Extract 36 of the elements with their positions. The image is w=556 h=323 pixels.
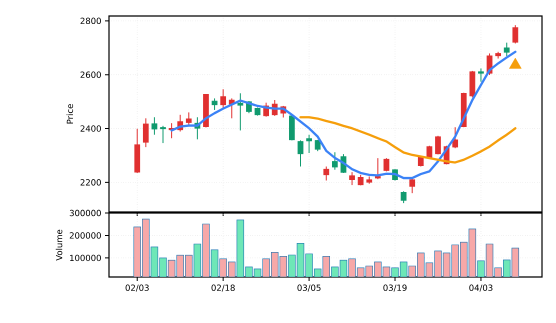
candlestick [306, 134, 312, 154]
x-tick-label: 03/05 [297, 284, 321, 292]
candlestick [358, 174, 364, 186]
y-tick-label: 2800 [80, 18, 101, 24]
y-tick-label: 200000 [70, 232, 101, 239]
candlestick [220, 88, 226, 109]
y-tick-label: 2600 [80, 71, 101, 78]
y-axis-title: Volume [56, 230, 62, 261]
x-tick-label: 02/03 [126, 284, 149, 292]
candlestick [400, 190, 406, 204]
candlestick [512, 24, 518, 44]
x-tick-label: 03/19 [383, 284, 407, 292]
candlestick [452, 126, 458, 149]
candlestick [142, 118, 149, 148]
y-tick-label: 2400 [80, 125, 101, 132]
candlestick [152, 116, 158, 136]
candlestick [409, 178, 416, 194]
y-tick-label: 300000 [70, 210, 101, 216]
x-tick-label: 04/03 [469, 284, 492, 292]
candlestick [323, 166, 330, 181]
candlestick [212, 98, 218, 110]
candlestick [332, 152, 338, 170]
candlestick [160, 125, 166, 144]
candlestick [298, 140, 304, 167]
candlestick [504, 42, 510, 57]
candlestick [435, 135, 441, 155]
candlestick [384, 158, 390, 172]
candlestick [349, 172, 355, 186]
y-tick-label: 2200 [80, 179, 101, 186]
candlestick [374, 158, 381, 180]
candlestick [478, 68, 484, 82]
y-axis-title: Price [66, 104, 74, 124]
x-tick-label: 02/18 [212, 284, 235, 292]
candlestick [289, 114, 295, 141]
candlestick [186, 112, 192, 126]
y-tick-label: 100000 [70, 254, 101, 262]
